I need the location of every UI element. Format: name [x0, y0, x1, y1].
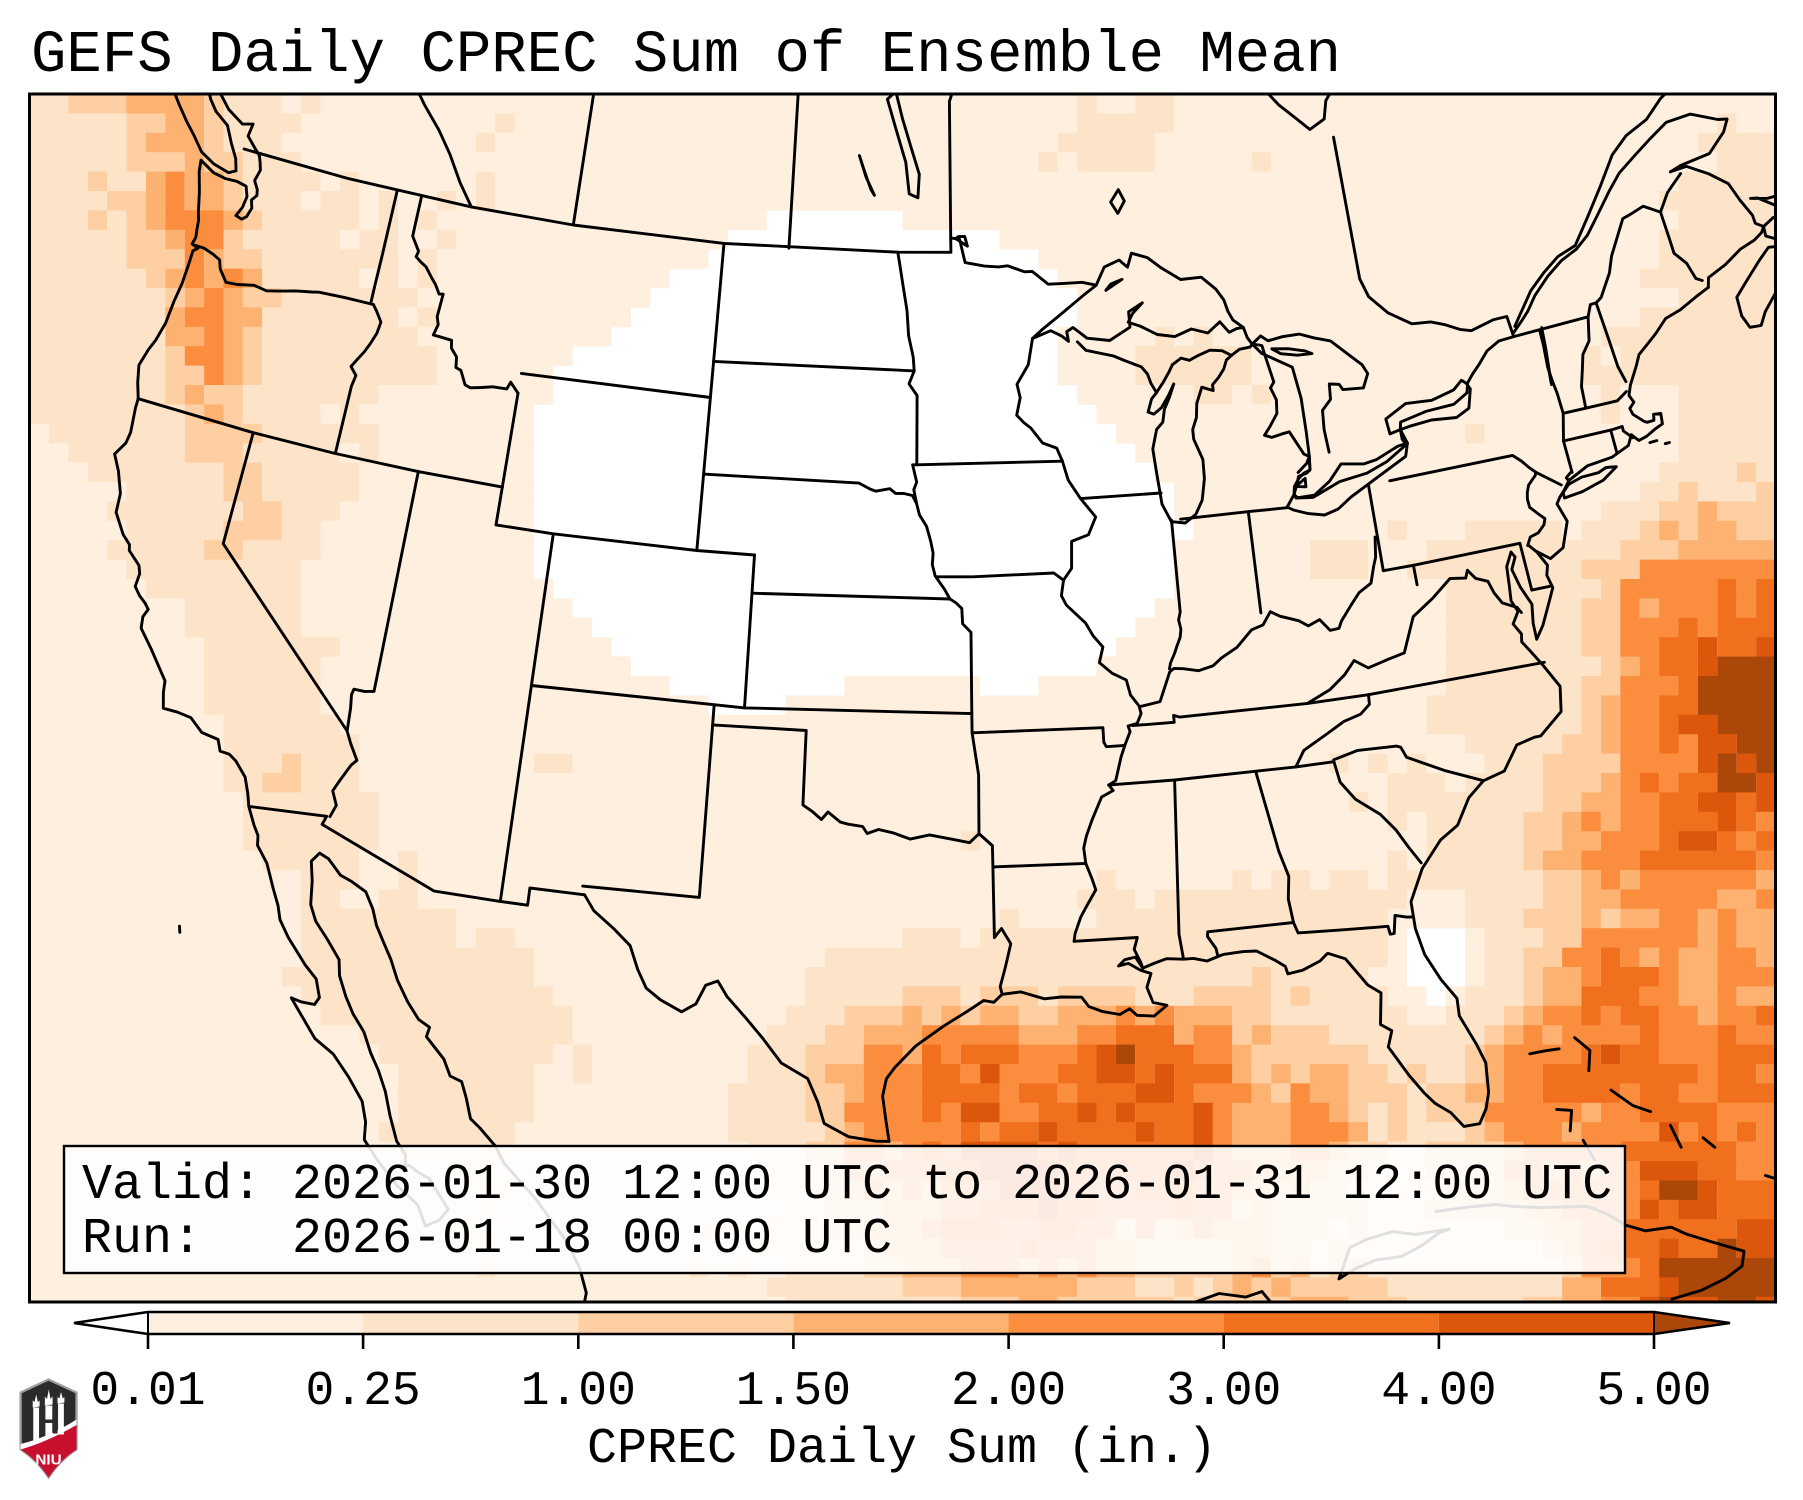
svg-text:Run: 2026-01-18 00:00 UTC: Run: 2026-01-18 00:00 UTC: [82, 1211, 892, 1268]
svg-text:3.00: 3.00: [1166, 1365, 1281, 1419]
svg-text:0.01: 0.01: [90, 1365, 205, 1419]
svg-text:CPREC Daily Sum (in.): CPREC Daily Sum (in.): [587, 1421, 1217, 1478]
svg-text:2.00: 2.00: [951, 1365, 1066, 1419]
svg-text:NIU: NIU: [35, 1453, 61, 1469]
svg-text:GEFS Daily CPREC Sum of Ensemb: GEFS Daily CPREC Sum of Ensemble Mean: [31, 22, 1341, 89]
svg-text:Valid: 2026-01-30 12:00 UTC to: Valid: 2026-01-30 12:00 UTC to 2026-01-3…: [82, 1157, 1612, 1214]
svg-text:1.00: 1.00: [521, 1365, 636, 1419]
svg-text:5.00: 5.00: [1596, 1365, 1711, 1419]
svg-text:0.25: 0.25: [305, 1365, 420, 1419]
svg-text:4.00: 4.00: [1381, 1365, 1496, 1419]
svg-text:1.50: 1.50: [736, 1365, 851, 1419]
